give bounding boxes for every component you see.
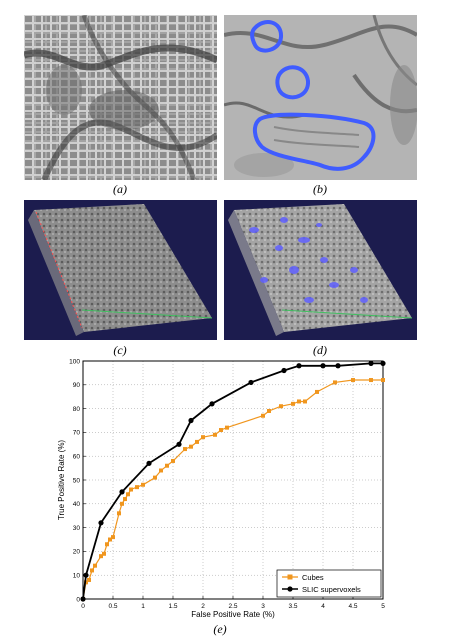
x-tick-label: 2	[201, 603, 205, 610]
y-tick-label: 10	[73, 573, 81, 580]
caption-b: (b)	[313, 182, 327, 196]
series-slic-point	[83, 572, 89, 578]
series-cubes-point	[267, 408, 271, 413]
grid	[83, 361, 383, 599]
series-cubes-point	[381, 378, 385, 383]
series-slic-point	[335, 363, 341, 369]
series-cubes-point	[195, 439, 199, 444]
series-cubes-point	[93, 563, 97, 568]
series-cubes-point	[87, 577, 91, 582]
series-slic-point	[209, 401, 215, 407]
y-tick-label: 90	[73, 382, 81, 389]
panel-d-volume	[224, 200, 417, 340]
series-cubes-point	[291, 401, 295, 406]
contour-1	[250, 20, 283, 53]
series-cubes-point	[90, 568, 94, 573]
panel-e-chart: 0 0.5 1 1.5 2 2.5 3 3.5 4 4.5 5 0 10 20 30 40 50 60 70 80 90…	[0, 355, 463, 623]
x-tick-label: 4.5	[348, 603, 357, 610]
series-cubes-point	[120, 501, 124, 506]
series-slic-point	[98, 520, 104, 526]
caption-d: (d)	[313, 343, 327, 357]
y-tick-label: 20	[73, 549, 81, 556]
caption-e: (e)	[213, 622, 227, 636]
x-axis-label: False Positive Rate (%)	[191, 610, 275, 619]
series-slic-point	[248, 379, 254, 386]
series-slic-point	[368, 360, 374, 366]
series-cubes-point	[201, 435, 205, 440]
series-slic-point	[281, 367, 287, 374]
y-tick-label: 0	[76, 596, 80, 603]
y-tick-label: 80	[73, 406, 81, 413]
series	[80, 360, 386, 602]
series-cubes-point	[123, 497, 127, 502]
legend-cubes-marker	[287, 574, 293, 580]
series-cubes-point	[105, 542, 109, 547]
series-cubes-point	[159, 468, 163, 473]
series-cubes-point	[225, 425, 229, 430]
series-cubes-point	[165, 463, 169, 468]
series-slic-point	[119, 489, 125, 495]
series-cubes-point	[213, 432, 217, 437]
x-tick-label: 0.5	[108, 603, 117, 610]
series-slic-point	[80, 596, 86, 602]
contour-3	[253, 112, 376, 171]
legend-slic-marker	[287, 586, 293, 592]
series-cubes-point	[153, 475, 157, 480]
series-slic-point	[188, 417, 194, 424]
series-cubes-point	[219, 428, 223, 433]
series-slic-point	[320, 363, 326, 369]
x-tick-label: 5	[381, 603, 385, 610]
panel-b-image	[224, 15, 417, 180]
x-tick-label: 3	[261, 603, 265, 610]
y-tick-label: 100	[69, 358, 80, 365]
series-cubes-point	[117, 511, 121, 516]
contour-2	[275, 65, 310, 100]
series-cubes-point	[135, 485, 139, 490]
series-cubes-point	[315, 389, 319, 394]
axis-ticks: 0 0.5 1 1.5 2 2.5 3 3.5 4 4.5 50102030405060708090…	[69, 358, 385, 610]
y-tick-label: 30	[73, 525, 81, 532]
x-tick-label: 3.5	[288, 603, 297, 610]
series-cubes-point	[189, 444, 193, 449]
series-cubes-point	[297, 399, 301, 404]
series-slic-point	[380, 360, 386, 366]
series-cubes-point	[183, 447, 187, 452]
series-cubes-point	[141, 482, 145, 487]
y-tick-label: 60	[73, 454, 81, 461]
y-tick-label: 50	[73, 477, 81, 484]
series-cubes-point	[303, 399, 307, 404]
legend-slic-label: SLIC supervoxels	[302, 585, 361, 594]
series-cubes-point	[333, 380, 337, 385]
series-slic-point	[296, 363, 302, 369]
series-cubes-point	[369, 378, 373, 383]
caption-a: (a)	[113, 182, 127, 196]
series-cubes-point	[111, 535, 115, 540]
y-axis-label: True Positive Rate (%)	[57, 440, 66, 521]
legend: Cubes SLIC supervoxels	[276, 569, 382, 598]
x-tick-label: 0	[81, 603, 85, 610]
y-tick-label: 40	[73, 501, 81, 508]
series-cubes-point	[126, 492, 130, 497]
series-cubes-point	[129, 487, 133, 492]
series-slic-point	[176, 441, 182, 447]
x-tick-label: 1.5	[168, 603, 177, 610]
legend-cubes-label: Cubes	[302, 573, 324, 582]
x-tick-label: 2.5	[228, 603, 237, 610]
series-cubes-point	[171, 458, 175, 463]
panel-a-image	[24, 15, 217, 180]
x-tick-label: 4	[321, 603, 325, 610]
series-slic-point	[146, 460, 152, 466]
series-cubes-point	[279, 404, 283, 409]
series-cubes-point	[351, 378, 355, 383]
series-cubes-point	[99, 554, 103, 559]
series-cubes-point	[261, 413, 265, 418]
y-tick-label: 70	[73, 430, 81, 437]
series-cubes-point	[108, 537, 112, 542]
series-cubes-point	[102, 551, 106, 556]
caption-c: (c)	[113, 343, 127, 357]
x-tick-label: 1	[141, 603, 145, 610]
panel-c-volume	[24, 200, 217, 340]
